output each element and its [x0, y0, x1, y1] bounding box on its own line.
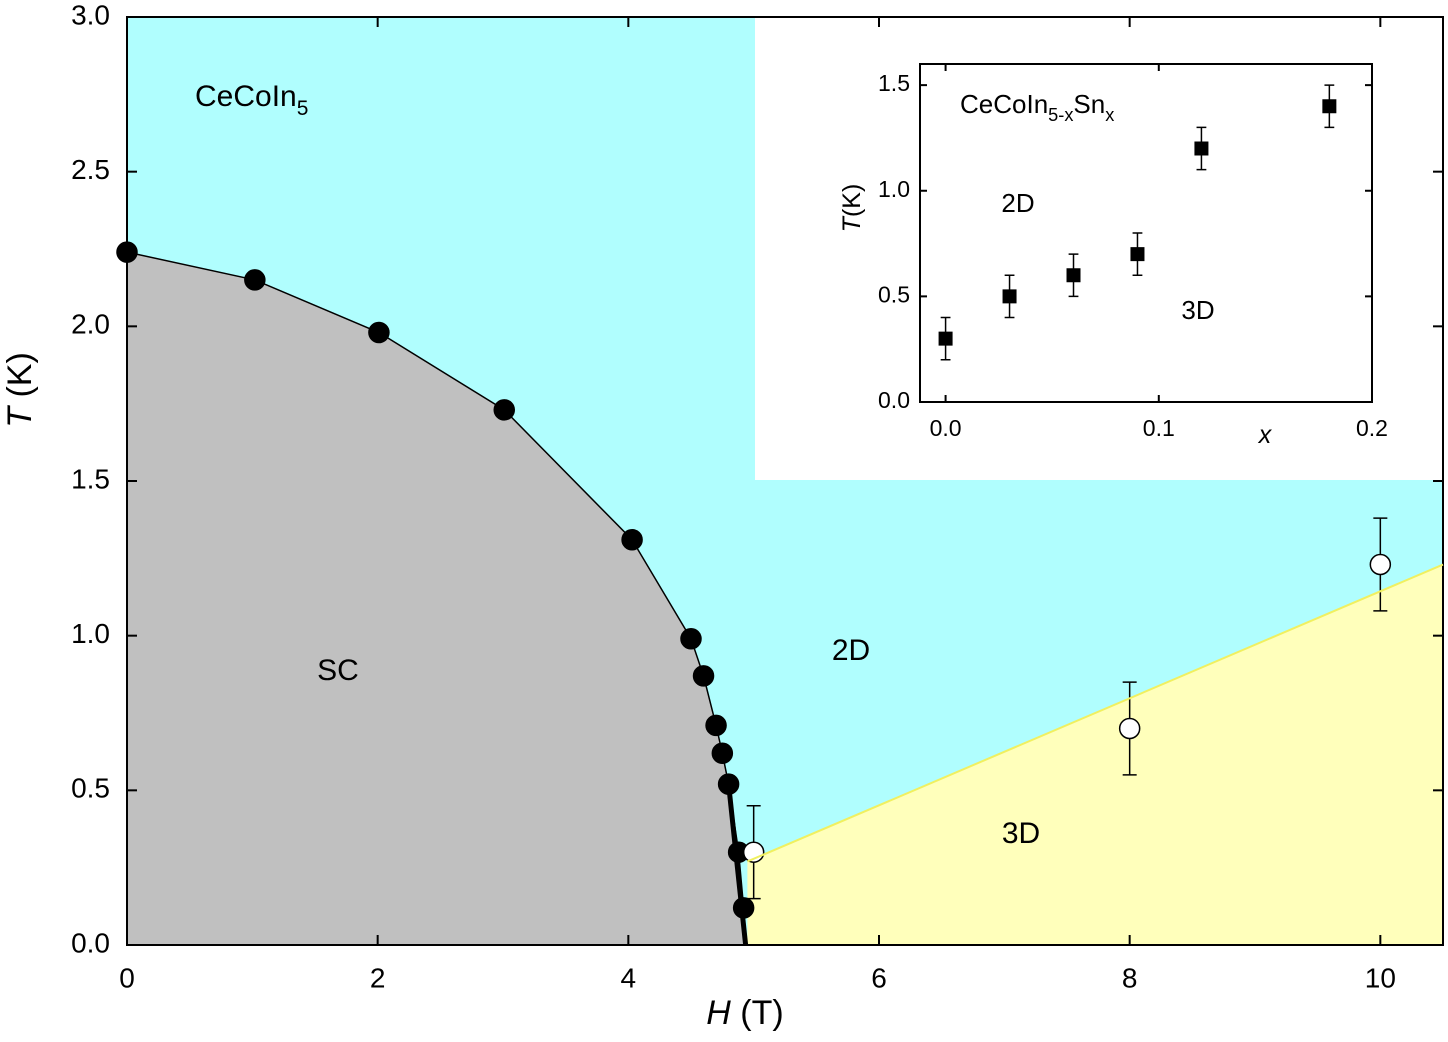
y-tick-label: 1.0 — [71, 618, 110, 649]
inset-background — [755, 17, 1448, 480]
marker — [711, 742, 734, 764]
region-label: 3D — [1002, 817, 1040, 850]
marker — [732, 897, 755, 919]
compound-label-part: x — [1105, 105, 1114, 125]
region-label: SC — [317, 654, 359, 687]
x-axis-label: x — [1258, 421, 1273, 449]
x-tick-label: 4 — [621, 962, 637, 993]
compound-label-part: 5 — [297, 97, 309, 120]
3d-region — [747, 564, 1443, 945]
sc-region — [127, 252, 746, 946]
compound-label-part: Sn — [1073, 89, 1105, 119]
plot-frame — [919, 63, 1373, 403]
y-axis-label: T(K) — [838, 184, 866, 233]
y-axis-label-part: (K) — [1, 352, 39, 407]
marker — [680, 628, 702, 650]
y-tick-label: 1.5 — [71, 463, 110, 494]
region-label: 2D — [1001, 188, 1034, 218]
marker — [1066, 268, 1081, 283]
marker — [1322, 99, 1337, 114]
marker — [1194, 141, 1209, 156]
marker — [938, 331, 953, 346]
marker — [1002, 289, 1017, 304]
x-tick-label: 6 — [871, 962, 887, 993]
marker — [1369, 553, 1392, 576]
marker — [244, 269, 266, 291]
y-tick-label: 0.0 — [878, 387, 910, 413]
y-tick-label: 2.0 — [71, 309, 110, 340]
compound-label-part: CeCoIn — [195, 80, 297, 113]
x-axis-label: H (T) — [706, 994, 783, 1032]
x-tick-label: 0.2 — [1356, 415, 1388, 441]
marker — [368, 321, 390, 344]
region-label: 3D — [1181, 295, 1214, 325]
x-axis-label-part: x — [1258, 421, 1273, 449]
y-tick-label: 2.5 — [71, 154, 110, 185]
marker — [1118, 717, 1141, 740]
y-tick-label: 1.5 — [878, 70, 910, 96]
boundary-line — [747, 563, 1444, 863]
compound-label-part: 5-x — [1048, 105, 1073, 125]
x-tick-label: 0 — [119, 962, 135, 993]
marker — [116, 241, 138, 263]
x-axis-label-part: (T) — [731, 994, 784, 1032]
marker — [705, 714, 727, 737]
x-axis-label-part: H — [706, 994, 731, 1032]
y-axis-label-part: T — [838, 215, 866, 232]
marker — [1130, 247, 1145, 262]
y-axis-label-part: (K) — [838, 184, 866, 217]
region-label: 2D — [832, 634, 870, 667]
marker — [717, 773, 740, 795]
marker — [692, 665, 715, 687]
x-tick-label: 0.1 — [1143, 415, 1175, 441]
x-tick-label: 10 — [1365, 962, 1396, 993]
x-tick-label: 0.0 — [930, 415, 962, 441]
x-tick-label: 2 — [370, 962, 386, 993]
y-tick-label: 3.0 — [71, 0, 110, 30]
marker — [621, 529, 643, 551]
compound-label-part: CeCoIn — [960, 89, 1048, 119]
y-tick-label: 0.5 — [71, 773, 110, 804]
y-axis-label: T (K) — [1, 352, 39, 428]
y-tick-label: 1.0 — [878, 176, 910, 202]
x-tick-label: 8 — [1122, 962, 1138, 993]
compound-label: CeCoIn5-xSnx — [960, 89, 1114, 125]
fit-curve — [126, 251, 745, 908]
y-axis-label-part: T — [1, 405, 39, 428]
compound-label: CeCoIn5 — [195, 80, 308, 120]
marker — [493, 399, 516, 421]
y-tick-label: 0.0 — [71, 927, 110, 958]
y-tick-label: 0.5 — [878, 281, 910, 307]
